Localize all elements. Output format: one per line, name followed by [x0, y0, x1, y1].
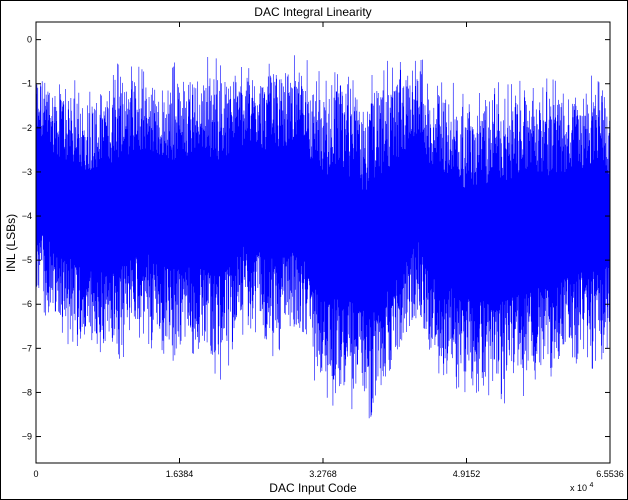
y-tick-label: −4	[22, 211, 32, 221]
y-tick-label: −5	[22, 255, 32, 265]
x-tick-label: 1.6384	[166, 469, 194, 479]
data-layer	[35, 55, 611, 419]
chart-title: DAC Integral Linearity	[254, 5, 371, 19]
y-tick-label: −8	[22, 387, 32, 397]
y-tick-label: −6	[22, 299, 32, 309]
y-tick-label: 0	[27, 35, 32, 45]
x-axis-multiplier-base: x 10	[570, 483, 587, 493]
y-tick-label: −3	[22, 167, 32, 177]
y-tick-label: −9	[22, 432, 32, 442]
x-axis-label: DAC Input Code	[269, 481, 357, 495]
x-tick-label: 4.9152	[453, 469, 481, 479]
y-axis-label: INL (LSBs)	[4, 214, 18, 272]
x-tick-label: 0	[33, 469, 38, 479]
y-tick-label: −2	[22, 123, 32, 133]
x-tick-label: 3.2768	[309, 469, 337, 479]
x-axis-multiplier-exponent: 4	[590, 482, 594, 489]
x-tick-label: 6.5536	[596, 469, 624, 479]
inl-series-line	[35, 55, 611, 419]
y-tick-label: −1	[22, 79, 32, 89]
y-tick-label: −7	[22, 343, 32, 353]
x-axis-ticks: 0 1.6384 3.2768 4.9152 6.5536	[33, 22, 624, 479]
y-axis-ticks: 0 −1 −2 −3 −4 −5 −6 −7 −8 −9	[22, 35, 610, 442]
x-axis-multiplier: x 10 4	[570, 482, 594, 493]
